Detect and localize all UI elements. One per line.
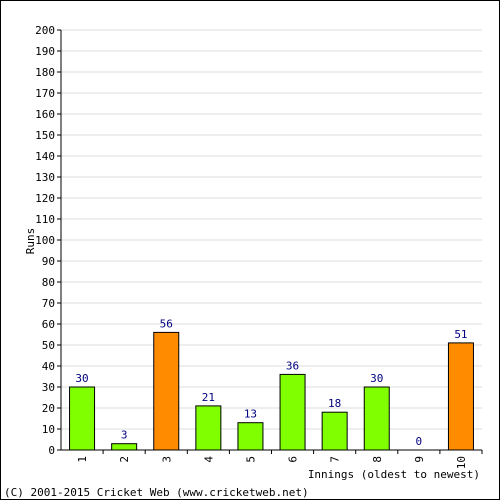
bar (363, 386, 390, 451)
bar (69, 386, 96, 451)
data-label: 30 (370, 372, 383, 385)
y-tick-label: 160 (35, 108, 55, 121)
y-tick-label: 60 (42, 318, 55, 331)
bar (153, 331, 180, 451)
x-tick-label: 9 (413, 456, 426, 463)
y-tick-label: 50 (42, 339, 55, 352)
y-tick-label: 120 (35, 192, 55, 205)
y-tick-label: 80 (42, 276, 55, 289)
x-tick-label: 1 (76, 456, 89, 463)
y-tick-label: 110 (35, 213, 55, 226)
x-tick-label: 6 (287, 456, 300, 463)
y-tick-label: 170 (35, 87, 55, 100)
data-label: 0 (416, 435, 423, 448)
y-tick-label: 100 (35, 234, 55, 247)
bar (237, 422, 264, 451)
y-tick-label: 130 (35, 171, 55, 184)
bar (321, 411, 348, 451)
y-tick-label: 70 (42, 297, 55, 310)
y-tick-label: 90 (42, 255, 55, 268)
y-tick-label: 190 (35, 45, 55, 58)
data-label: 51 (454, 328, 467, 341)
data-label: 18 (328, 397, 341, 410)
y-tick-label: 10 (42, 423, 55, 436)
y-tick-label: 150 (35, 129, 55, 142)
gridlines (61, 29, 482, 430)
y-tick-label: 0 (48, 444, 55, 457)
x-tick-label: 5 (244, 456, 257, 463)
labels: 0102030405060708090100110120130140150160… (35, 24, 468, 469)
x-axis-title: Innings (oldest to newest) (308, 468, 480, 481)
data-label: 21 (202, 391, 215, 404)
bars (69, 331, 474, 451)
bar (279, 373, 306, 451)
data-label: 3 (121, 429, 128, 442)
y-tick-label: 140 (35, 150, 55, 163)
data-label: 30 (75, 372, 88, 385)
y-tick-label: 40 (42, 360, 55, 373)
x-tick-label: 8 (371, 456, 384, 463)
x-tick-label: 2 (118, 456, 131, 463)
x-tick-label: 10 (455, 456, 468, 469)
x-tick-label: 7 (329, 456, 342, 463)
data-label: 36 (286, 359, 299, 372)
y-tick-label: 200 (35, 24, 55, 37)
bar (447, 342, 474, 451)
bar (111, 443, 138, 451)
y-axis-title: Runs (24, 228, 37, 255)
axes (57, 29, 483, 454)
y-tick-label: 20 (42, 402, 55, 415)
y-tick-label: 180 (35, 66, 55, 79)
data-label: 56 (160, 317, 173, 330)
x-tick-label: 3 (160, 456, 173, 463)
x-tick-label: 4 (202, 456, 215, 463)
bar (195, 405, 222, 451)
data-label: 13 (244, 408, 257, 421)
copyright-notice: (C) 2001-2015 Cricket Web (www.cricketwe… (4, 486, 309, 499)
y-tick-label: 30 (42, 381, 55, 394)
